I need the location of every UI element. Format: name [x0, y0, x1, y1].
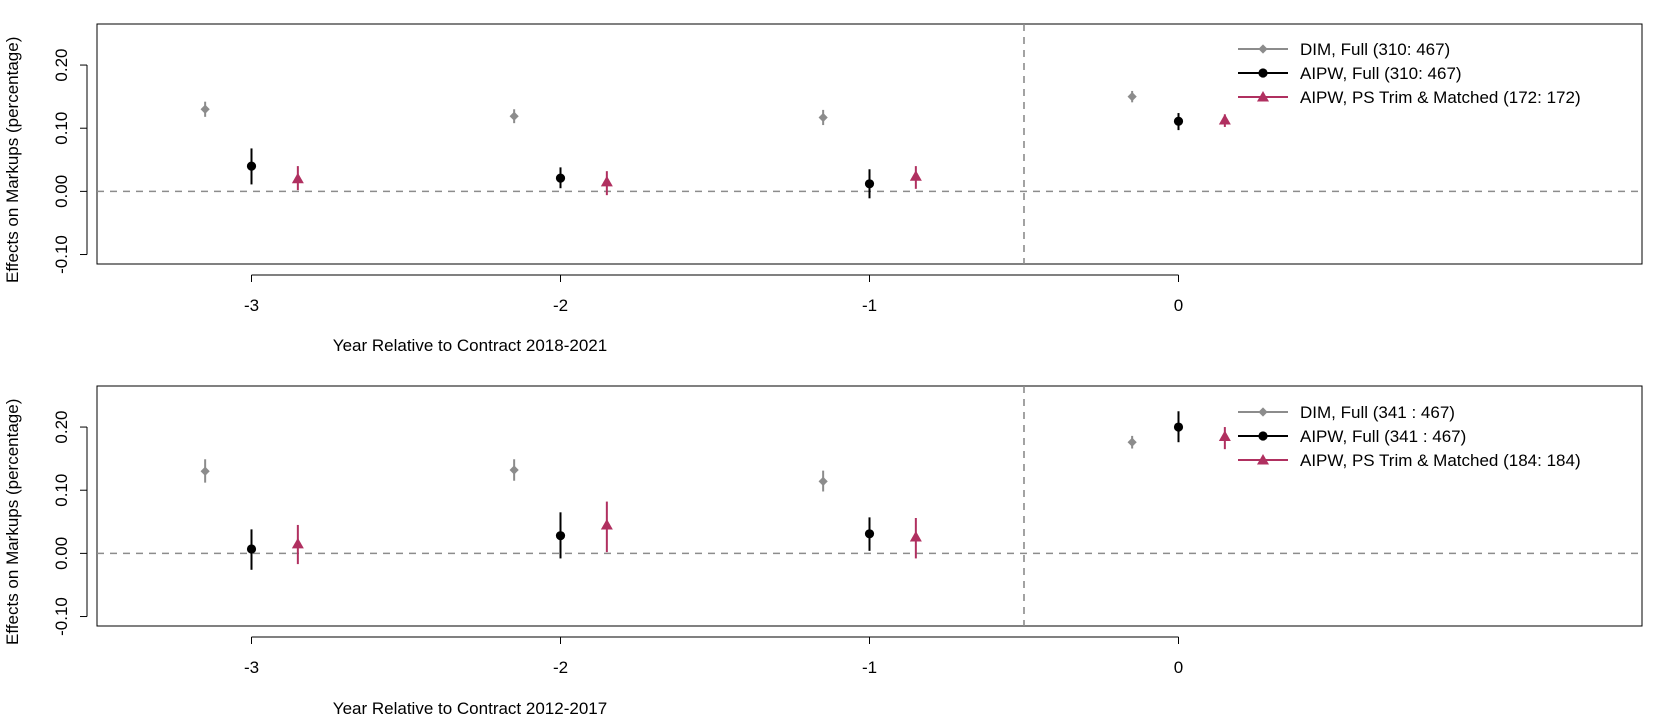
x-axis-label: Year Relative to Contract 2012-2017: [333, 699, 607, 717]
legend-label: DIM, Full (310: 467): [1300, 40, 1450, 59]
data-point: [246, 544, 257, 554]
y-axis-label: Effects on Markups (percentage): [3, 399, 22, 645]
y-axis-label: Effects on Markups (percentage): [3, 37, 22, 283]
data-point: [818, 112, 828, 123]
legend-label: AIPW, Full (310: 467): [1300, 64, 1462, 83]
x-tick-label: -1: [862, 658, 877, 677]
legend: DIM, Full (310: 467) AIPW, Full (310: 467…: [1238, 40, 1581, 107]
x-tick-label: 0: [1174, 296, 1183, 315]
data-point: [555, 531, 566, 541]
data-point: [864, 179, 875, 189]
data-point: [864, 529, 875, 539]
chart-panel-1: -0.10 0.00 0.10 0.20 Effects on Markups (per…: [3, 23, 1643, 355]
series-circle: [246, 411, 1184, 570]
data-point: [1173, 422, 1184, 432]
data-point: [291, 537, 304, 549]
data-point: [600, 518, 613, 530]
data-point: [909, 530, 922, 542]
legend-marker: [1258, 68, 1268, 78]
y-axis: -0.10 0.00 0.10 0.20 Effects on Markups (per…: [3, 399, 88, 645]
y-tick-label: 0.10: [52, 474, 71, 507]
legend-marker: [1258, 407, 1268, 417]
plot-frame: [96, 385, 1643, 627]
data-point: [600, 175, 613, 187]
data-point: [909, 170, 922, 181]
x-tick-label: 0: [1174, 658, 1183, 677]
y-tick-label: -0.10: [52, 235, 71, 274]
y-tick-label: -0.10: [52, 597, 71, 636]
y-tick-label: 0.00: [52, 175, 71, 208]
legend-marker: [1257, 454, 1269, 465]
legend-marker: [1258, 44, 1268, 54]
series-triangle: [291, 114, 1231, 196]
legend-label: AIPW, Full (341 : 467): [1300, 427, 1466, 446]
y-tick-label: 0.00: [52, 537, 71, 570]
legend-marker: [1258, 431, 1268, 441]
x-axis: -3 -2 -1 0 Year Relative to Contract 2012-20…: [244, 636, 1183, 717]
legend-label: DIM, Full (341 : 467): [1300, 403, 1455, 422]
chart-panel-2: -0.10 0.00 0.10 0.20 Effects on Markups (per…: [3, 385, 1643, 717]
series-diamond: [200, 90, 1137, 126]
y-axis: -0.10 0.00 0.10 0.20 Effects on Markups (per…: [3, 37, 88, 283]
data-point: [200, 466, 210, 476]
data-point: [818, 476, 828, 486]
x-axis-label: Year Relative to Contract 2018-2021: [333, 336, 607, 355]
data-point: [509, 465, 519, 475]
data-point: [246, 161, 257, 171]
data-point: [200, 104, 210, 114]
y-tick-label: 0.20: [52, 411, 71, 444]
y-tick-label: 0.20: [52, 49, 71, 82]
data-point: [1127, 437, 1137, 447]
plot-frame: [96, 23, 1643, 265]
data-point: [509, 111, 519, 121]
x-tick-label: -2: [553, 296, 568, 315]
y-tick-label: 0.10: [52, 112, 71, 145]
series-circle: [246, 113, 1184, 199]
legend-label: AIPW, PS Trim & Matched (184: 184): [1300, 451, 1581, 470]
data-point: [1218, 430, 1231, 442]
x-tick-label: -3: [244, 658, 259, 677]
legend-label: AIPW, PS Trim & Matched (172: 172): [1300, 88, 1581, 107]
data-point: [1127, 92, 1137, 102]
data-point: [1218, 114, 1231, 125]
data-point: [291, 172, 304, 184]
series-diamond: [200, 435, 1137, 492]
x-tick-label: -2: [553, 658, 568, 677]
x-tick-label: -3: [244, 296, 259, 315]
series-triangle: [291, 427, 1231, 565]
x-tick-label: -1: [862, 296, 877, 315]
legend-marker: [1257, 91, 1269, 102]
data-point: [555, 173, 566, 183]
x-axis: -3 -2 -1 0 Year Relative to Contract 2018-20…: [244, 274, 1183, 355]
legend: DIM, Full (341 : 467) AIPW, Full (341 : 4…: [1238, 403, 1581, 470]
data-point: [1173, 116, 1184, 126]
